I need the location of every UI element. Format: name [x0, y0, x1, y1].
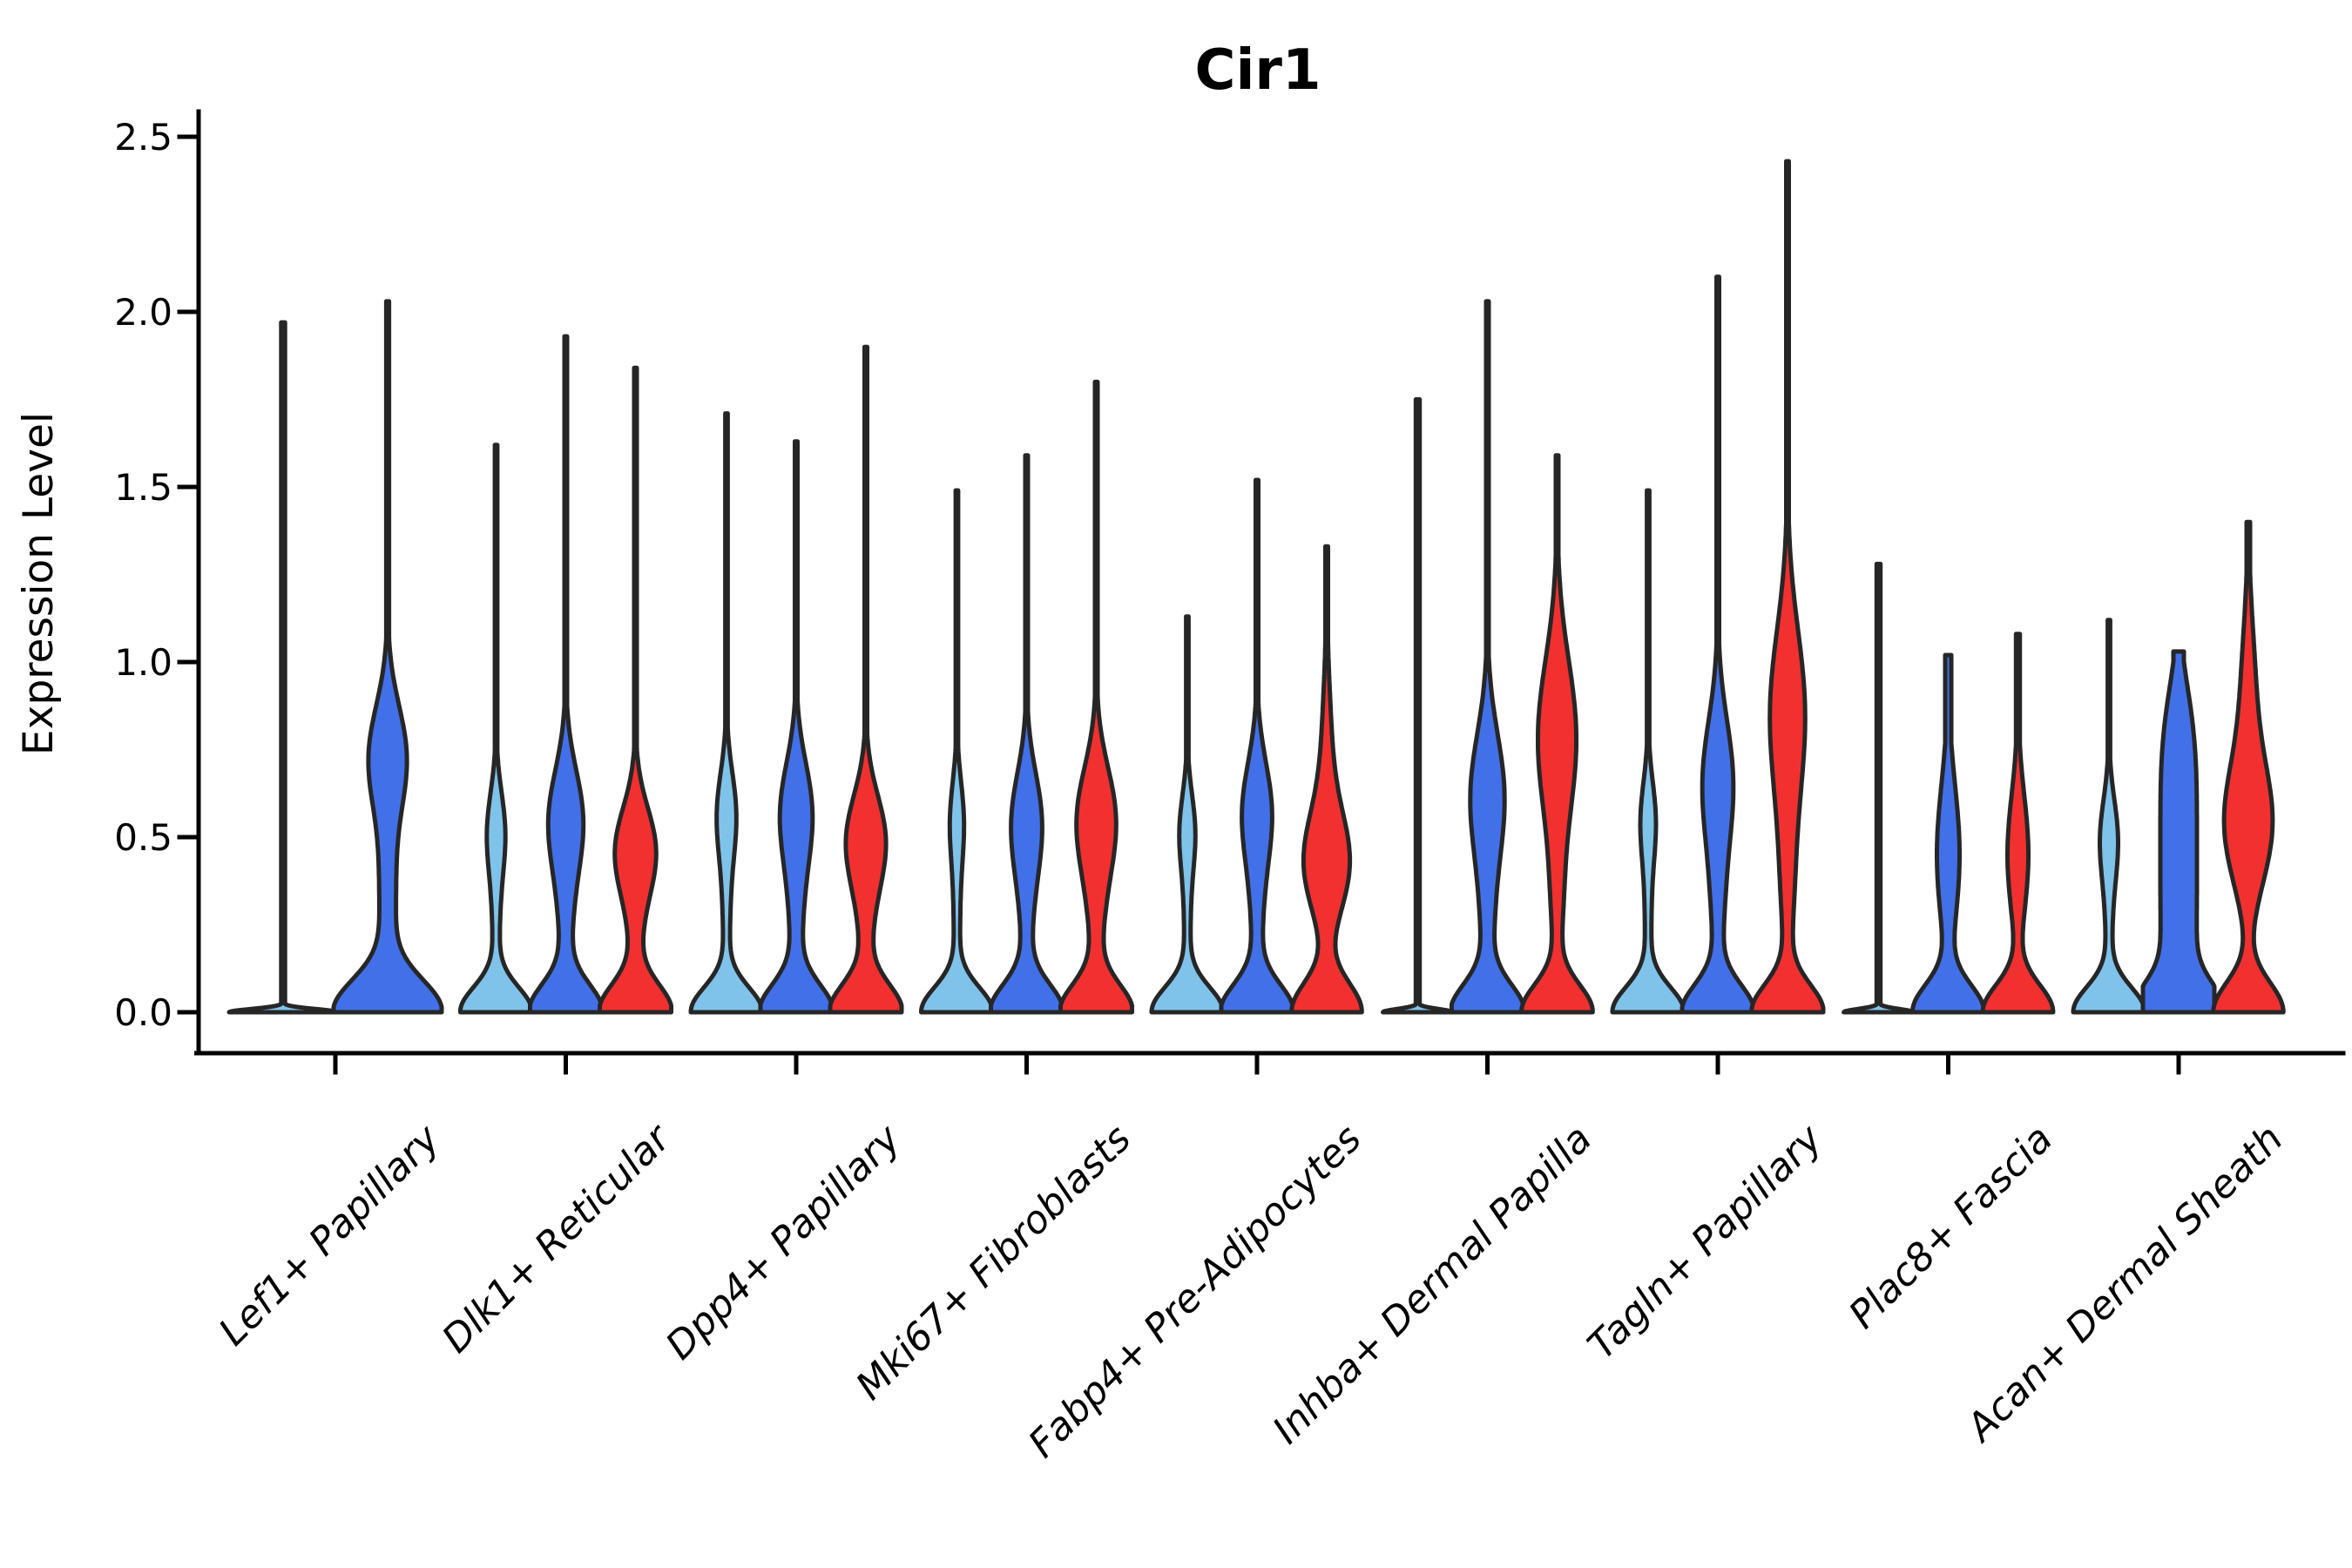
violin-dlk1-light_blue: [458, 443, 534, 1015]
violin-plac8-red: [1980, 632, 2056, 1015]
y-tick-label: 2.0: [114, 291, 172, 334]
violin-mki67-light_blue: [919, 488, 995, 1015]
violin-inhba-light_blue: [1381, 397, 1455, 1015]
violin-dpp4-light_blue: [688, 411, 765, 1015]
x-tick-label-0: Lef1+ Papillary: [211, 1116, 449, 1355]
x-tick-label-2: Dpp4+ Papillary: [658, 1116, 910, 1369]
x-tick-label-7: Plac8+ Fascia: [1841, 1117, 2061, 1337]
x-tick-label-6: Tagln+ Papillary: [1579, 1116, 1831, 1368]
violin-fabp4-red: [1289, 544, 1364, 1015]
violin-fabp4-royal_blue: [1219, 477, 1295, 1015]
y-tick-label: 0.0: [114, 991, 172, 1034]
violin-dlk1-royal_blue: [528, 334, 604, 1015]
chart-title: Cir1: [1195, 38, 1321, 103]
violin-dlk1-red: [598, 365, 673, 1015]
violin-tagln-light_blue: [1610, 488, 1686, 1015]
violin-acan-light_blue: [2071, 618, 2147, 1015]
violin-lef1-light_blue: [226, 320, 340, 1015]
violin-tagln-royal_blue: [1680, 274, 1756, 1015]
y-tick-label: 1.0: [114, 641, 172, 684]
y-tick-label: 1.5: [114, 466, 172, 509]
violin-fabp4-light_blue: [1149, 614, 1226, 1015]
violin-acan-royal_blue: [2140, 649, 2217, 1015]
violin-dpp4-royal_blue: [758, 439, 835, 1015]
x-tick-label-1: Dlk1+ Reticular: [434, 1115, 680, 1362]
violins-layer: [226, 159, 2286, 1015]
violin-inhba-red: [1519, 453, 1595, 1015]
violin-plac8-royal_blue: [1910, 652, 1986, 1015]
violin-tagln-red: [1749, 159, 1826, 1015]
violin-mki67-royal_blue: [989, 453, 1064, 1015]
violin-inhba-royal_blue: [1450, 299, 1525, 1015]
y-tick-label: 0.5: [114, 816, 172, 859]
violin-mki67-red: [1058, 379, 1134, 1015]
y-tick-label: 2.5: [114, 116, 172, 159]
violin-acan-red: [2211, 519, 2286, 1015]
violin-plac8-light_blue: [1842, 561, 1916, 1015]
violin-dpp4-red: [828, 344, 904, 1015]
y-axis-label: Expression Level: [15, 412, 63, 755]
y-axis-ticks: 0.0 0.5 1.0 1.5 2.0 2.5: [114, 116, 201, 1034]
violin-lef1-royal_blue: [331, 299, 444, 1015]
